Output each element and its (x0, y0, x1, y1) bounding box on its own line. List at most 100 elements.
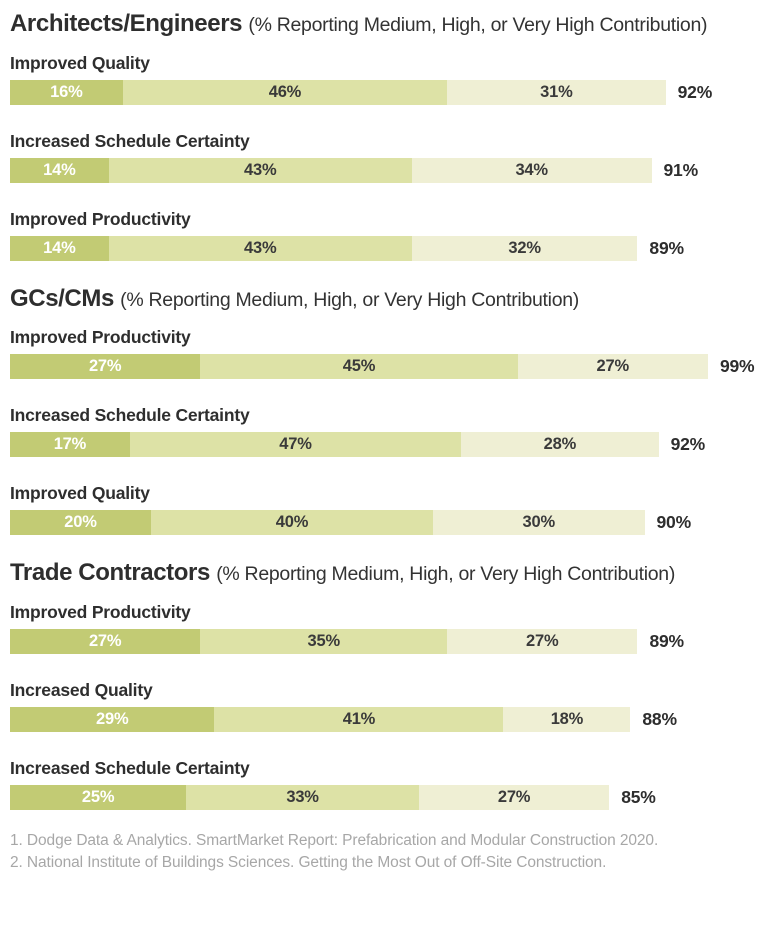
bar-line: 29% 41% 18% 88% (10, 706, 764, 732)
bar-segment: 27% (447, 628, 638, 654)
segment-value: 46% (268, 82, 302, 101)
bar-segment: 31% (447, 79, 666, 105)
row-label: Improved Quality (10, 52, 150, 73)
section-title-text: Architects/Engineers (10, 10, 243, 37)
row-label: Improved Productivity (10, 208, 191, 229)
footnote-source-2: 2. National Institute of Buildings Scien… (10, 853, 607, 871)
bar-segment: 46% (122, 79, 448, 105)
bar-segment: 35% (200, 628, 448, 654)
segment-value: 29% (96, 709, 129, 728)
stacked-bar: 27% 45% 27% (10, 354, 708, 380)
bar-row: Improved Productivity 27% 45% 27% 99% (10, 327, 764, 380)
segment-value: 27% (88, 357, 122, 376)
section-title-text: Trade Contractors (10, 559, 210, 587)
bar-row: Increased Schedule Certainty 17% 47% 28% 92% (10, 405, 764, 458)
bar-line: 14% 43% 32% 89% (10, 235, 764, 261)
bar-segment: 25% (10, 784, 187, 810)
segment-value: 41% (342, 709, 376, 728)
row-label: Increased Schedule Certainty (10, 130, 250, 151)
bar-segment: 40% (151, 510, 433, 536)
bar-line: 16% 46% 31% 92% (10, 79, 764, 105)
segment-value: 43% (244, 160, 277, 179)
chart-section: GCs/CMs (% Reporting Medium, High, or Ve… (10, 285, 764, 536)
section-title: Trade Contractors (% Reporting Medium, H… (10, 559, 764, 587)
chart-section: Architects/Engineers (% Reporting Medium… (10, 10, 764, 261)
stacked-bar: 14% 43% 34% (10, 157, 652, 183)
bar-row: Improved Quality 20% 40% 30% 90% (10, 483, 764, 536)
segment-value: 14% (43, 160, 76, 179)
bar-total: 89% (649, 630, 684, 651)
section-title: GCs/CMs (% Reporting Medium, High, or Ve… (10, 285, 764, 313)
segment-value: 45% (342, 357, 376, 376)
bar-segment: 32% (411, 235, 638, 261)
segment-value: 40% (275, 513, 309, 532)
bar-segment: 20% (10, 510, 151, 536)
chart-section: Trade Contractors (% Reporting Medium, H… (10, 559, 764, 810)
section-title: Architects/Engineers (% Reporting Medium… (10, 10, 764, 38)
segment-value: 17% (53, 435, 87, 454)
row-label: Increased Schedule Certainty (10, 405, 250, 426)
stacked-bar: 27% 35% 27% (10, 628, 638, 654)
bar-segment: 33% (186, 784, 419, 810)
section-subtitle: (% Reporting Medium, High, or Very High … (248, 14, 708, 36)
bar-line: 27% 35% 27% 89% (10, 628, 764, 654)
bar-segment: 34% (411, 157, 652, 183)
bar-segment: 14% (10, 235, 109, 261)
row-label: Improved Quality (10, 483, 150, 504)
bar-segment: 27% (10, 354, 201, 380)
bar-segment: 27% (418, 784, 610, 810)
bar-segment: 47% (129, 432, 462, 458)
segment-value: 20% (64, 513, 97, 532)
stacked-bar: 25% 33% 27% (10, 784, 610, 810)
segment-value: 47% (279, 435, 312, 454)
bar-segment: 27% (517, 354, 708, 380)
section-title-text: GCs/CMs (10, 284, 114, 312)
row-label: Improved Productivity (10, 327, 191, 348)
segment-value: 43% (244, 238, 277, 257)
bar-segment: 45% (200, 354, 518, 380)
row-label: Improved Productivity (10, 601, 191, 622)
chart-sections: Architects/Engineers (% Reporting Medium… (10, 10, 764, 810)
segment-value: 30% (522, 513, 556, 532)
segment-value: 27% (526, 631, 559, 650)
stacked-bar: 17% 47% 28% (10, 432, 659, 458)
bar-total: 92% (677, 81, 713, 102)
segment-value: 31% (540, 82, 573, 101)
bar-line: 14% 43% 34% 91% (10, 157, 764, 183)
bar-line: 27% 45% 27% 99% (10, 354, 764, 380)
segment-value: 27% (88, 631, 122, 650)
bar-row: Increased Quality 29% 41% 18% 88% (10, 680, 764, 732)
row-label: Increased Quality (10, 679, 153, 700)
row-label: Increased Schedule Certainty (10, 757, 250, 778)
bar-segment: 41% (214, 706, 504, 732)
stacked-bar: 29% 41% 18% (10, 706, 631, 732)
bar-segment: 27% (10, 628, 201, 654)
segment-value: 27% (497, 787, 531, 806)
bar-row: Improved Quality 16% 46% 31% 92% (10, 53, 764, 105)
bar-segment: 30% (433, 510, 645, 536)
bar-line: 20% 40% 30% 90% (10, 510, 764, 536)
segment-value: 18% (550, 709, 584, 728)
stacked-bar: 14% 43% 32% (10, 235, 638, 261)
bar-row: Increased Schedule Certainty 25% 33% 27% 85% (10, 758, 764, 810)
bar-line: 25% 33% 27% 85% (10, 784, 764, 810)
stacked-bar: 16% 46% 31% (10, 79, 666, 105)
segment-value: 34% (515, 160, 548, 179)
bar-total: 85% (621, 786, 656, 807)
bar-segment: 18% (503, 706, 631, 732)
section-subtitle: (% Reporting Medium, High, or Very High … (216, 563, 676, 586)
segment-value: 25% (81, 787, 115, 806)
bar-segment: 17% (10, 432, 130, 458)
section-subtitle: (% Reporting Medium, High, or Very High … (120, 288, 579, 311)
bar-total: 88% (642, 708, 677, 729)
segment-value: 28% (543, 435, 577, 454)
footnotes: 1. Dodge Data & Analytics. SmartMarket R… (10, 830, 764, 874)
stacked-bar: 20% 40% 30% (10, 510, 645, 536)
footnote-source-1: 1. Dodge Data & Analytics. SmartMarket R… (10, 831, 659, 849)
bar-line: 17% 47% 28% 92% (10, 432, 764, 458)
bar-total: 89% (649, 237, 684, 258)
bar-row: Increased Schedule Certainty 14% 43% 34% 91% (10, 131, 764, 183)
bar-segment: 14% (10, 157, 109, 183)
bar-segment: 29% (10, 706, 215, 732)
